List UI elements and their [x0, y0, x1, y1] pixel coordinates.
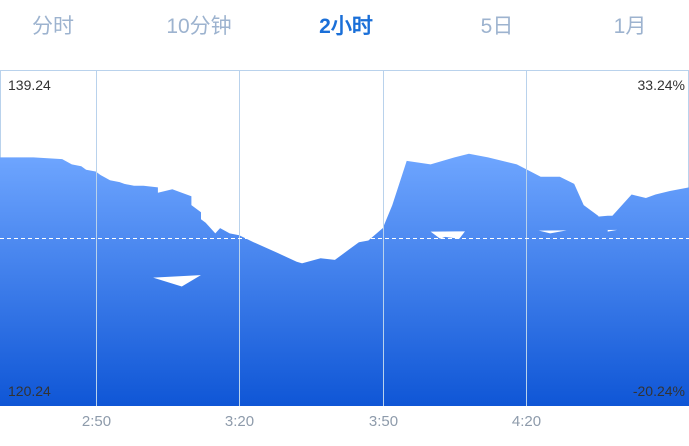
- x-tick-label: 3:50: [368, 413, 399, 430]
- tab-2hour[interactable]: 2小时: [319, 15, 373, 38]
- x-tick-label: 3:20: [224, 413, 255, 430]
- tab-10min[interactable]: 10分钟: [166, 15, 232, 38]
- y-left-min-label: 120.24: [8, 383, 51, 399]
- y-right-min-label: -20.24%: [632, 383, 685, 399]
- tab-1month[interactable]: 1月: [613, 15, 647, 38]
- price-area: [0, 153, 689, 406]
- tab-intraday[interactable]: 分时: [32, 15, 74, 38]
- x-tick-label: 4:20: [511, 413, 542, 430]
- y-left-max-label: 139.24: [8, 77, 51, 93]
- tab-5day[interactable]: 5日: [480, 15, 514, 38]
- y-right-max-label: 33.24%: [637, 77, 685, 93]
- x-tick-label: 2:50: [81, 413, 112, 430]
- timeframe-tabs: 分时 10分钟 2小时 5日 1月: [0, 0, 689, 56]
